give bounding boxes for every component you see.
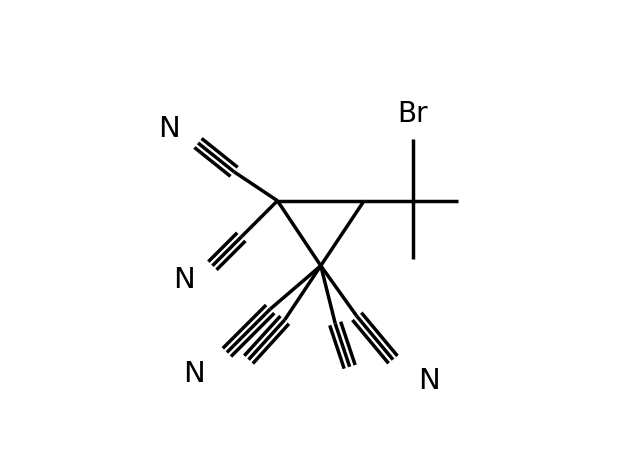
Text: N: N <box>419 367 440 395</box>
Text: Br: Br <box>397 100 428 128</box>
Text: N: N <box>184 360 205 388</box>
Text: N: N <box>158 114 180 143</box>
Text: N: N <box>173 266 195 294</box>
